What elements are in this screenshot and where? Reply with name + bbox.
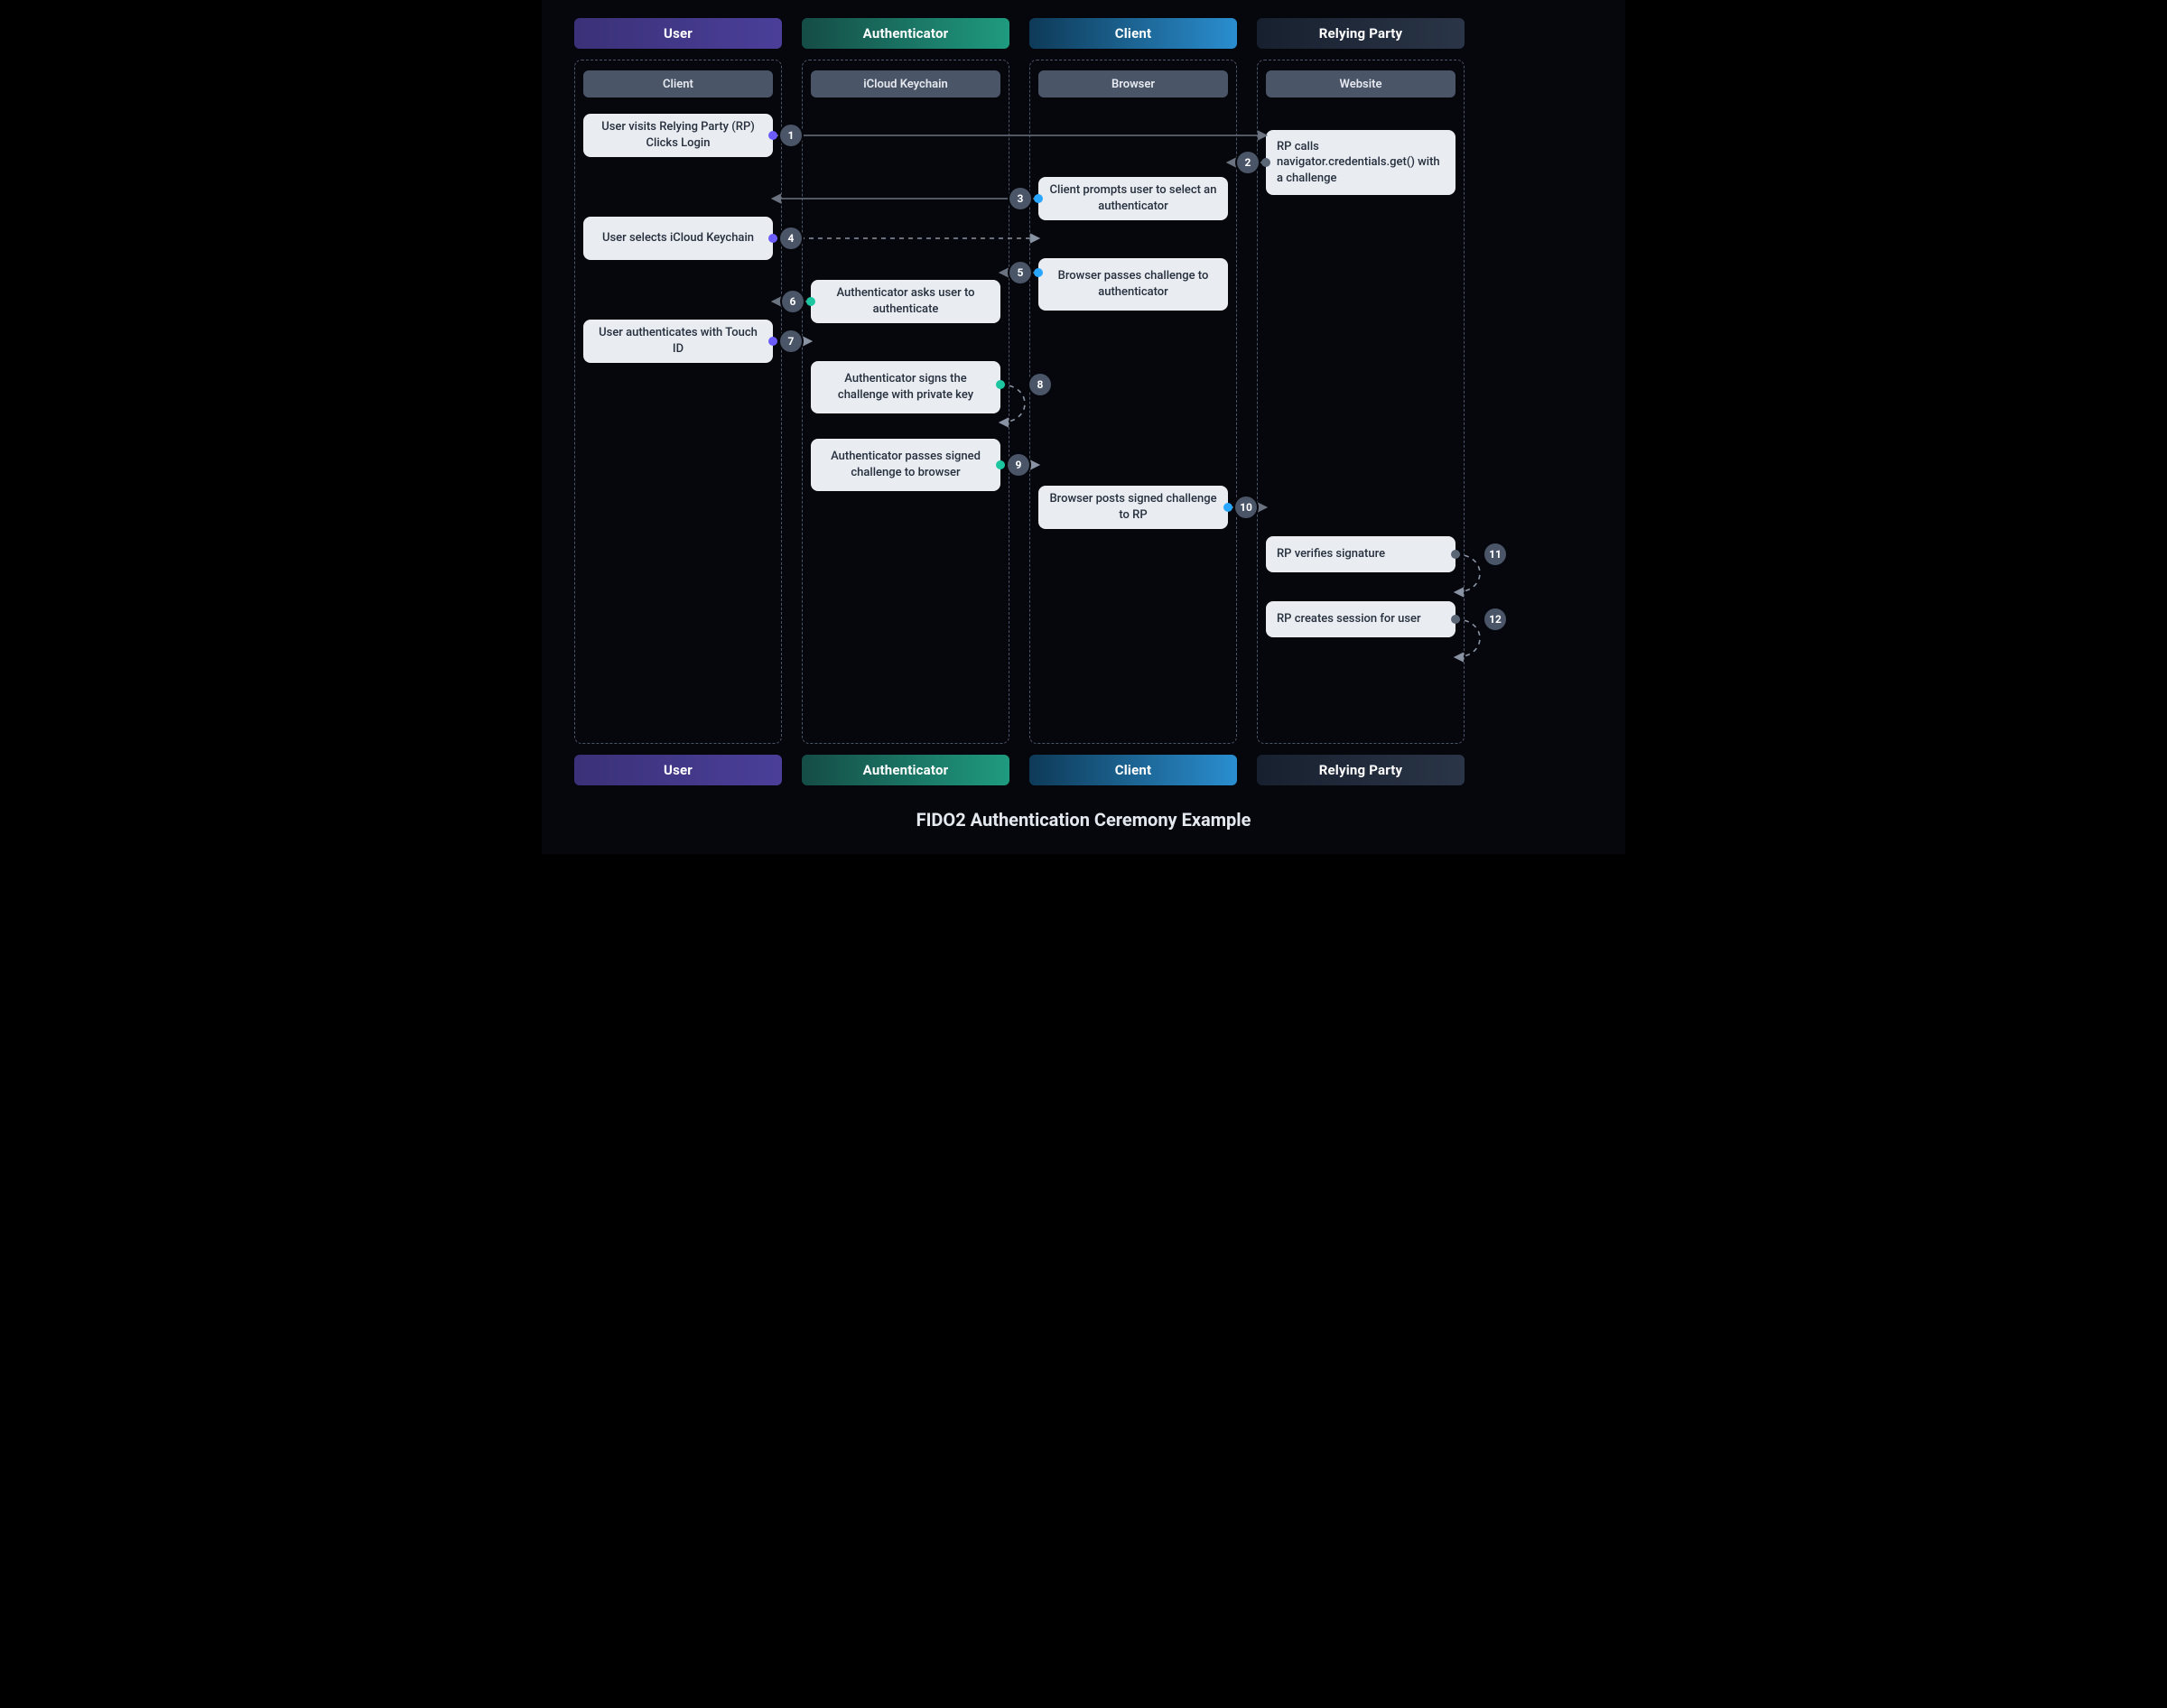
origin-dot-9 [996, 460, 1005, 469]
message-6: Authenticator asks user to authenticate [811, 280, 1000, 323]
origin-dot-12 [1451, 615, 1460, 624]
lane-box-client [1029, 60, 1237, 744]
message-7: User authenticates with Touch ID [583, 320, 773, 363]
step-badge-5: 5 [1009, 262, 1031, 283]
message-5: Browser passes challenge to authenticato… [1038, 258, 1228, 311]
origin-dot-7 [768, 337, 777, 346]
diagram-stage: User Client User Authenticator iCloud Keycha… [542, 0, 1625, 854]
message-3: Client prompts user to select an authent… [1038, 177, 1228, 220]
lane-box-user [574, 60, 782, 744]
origin-dot-11 [1451, 550, 1460, 559]
lane-header-client: Client [1029, 18, 1237, 49]
step-badge-9: 9 [1008, 454, 1029, 476]
step-badge-12: 12 [1484, 608, 1506, 630]
lane-header-auth: Authenticator [802, 18, 1009, 49]
message-10: Browser posts signed challenge to RP [1038, 486, 1228, 529]
step-badge-11: 11 [1484, 543, 1506, 565]
step-badge-8: 8 [1029, 374, 1051, 395]
step-badge-7: 7 [780, 330, 802, 352]
origin-dot-10 [1223, 503, 1232, 512]
lane-header-rp: Relying Party [1257, 18, 1465, 49]
step-badge-6: 6 [782, 291, 804, 312]
step-badge-10: 10 [1235, 497, 1257, 518]
message-4: User selects iCloud Keychain [583, 217, 773, 260]
message-8: Authenticator signs the challenge with p… [811, 361, 1000, 413]
origin-dot-8 [996, 380, 1005, 389]
origin-dot-4 [768, 234, 777, 243]
lane-subheader-rp: Website [1266, 70, 1456, 97]
lane-footer-user: User [574, 755, 782, 785]
step-badge-3: 3 [1009, 188, 1031, 209]
message-12: RP creates session for user [1266, 601, 1456, 637]
step-badge-2: 2 [1237, 152, 1259, 173]
step-badge-4: 4 [780, 227, 802, 249]
diagram-caption: FIDO2 Authentication Ceremony Example [542, 809, 1625, 831]
origin-dot-3 [1034, 194, 1043, 203]
lane-footer-rp: Relying Party [1257, 755, 1465, 785]
lane-subheader-client: Browser [1038, 70, 1228, 97]
lane-footer-auth: Authenticator [802, 755, 1009, 785]
origin-dot-1 [768, 131, 777, 140]
lane-footer-client: Client [1029, 755, 1237, 785]
lane-subheader-user: Client [583, 70, 773, 97]
message-9: Authenticator passes signed challenge to… [811, 439, 1000, 491]
origin-dot-6 [806, 297, 815, 306]
lane-subheader-auth: iCloud Keychain [811, 70, 1000, 97]
lane-header-user: User [574, 18, 782, 49]
origin-dot-2 [1261, 158, 1270, 167]
step-badge-1: 1 [780, 125, 802, 146]
message-2: RP calls navigator.credentials.get() wit… [1266, 130, 1456, 195]
origin-dot-5 [1034, 268, 1043, 277]
message-11: RP verifies signature [1266, 536, 1456, 572]
message-1: User visits Relying Party (RP) Clicks Lo… [583, 114, 773, 157]
